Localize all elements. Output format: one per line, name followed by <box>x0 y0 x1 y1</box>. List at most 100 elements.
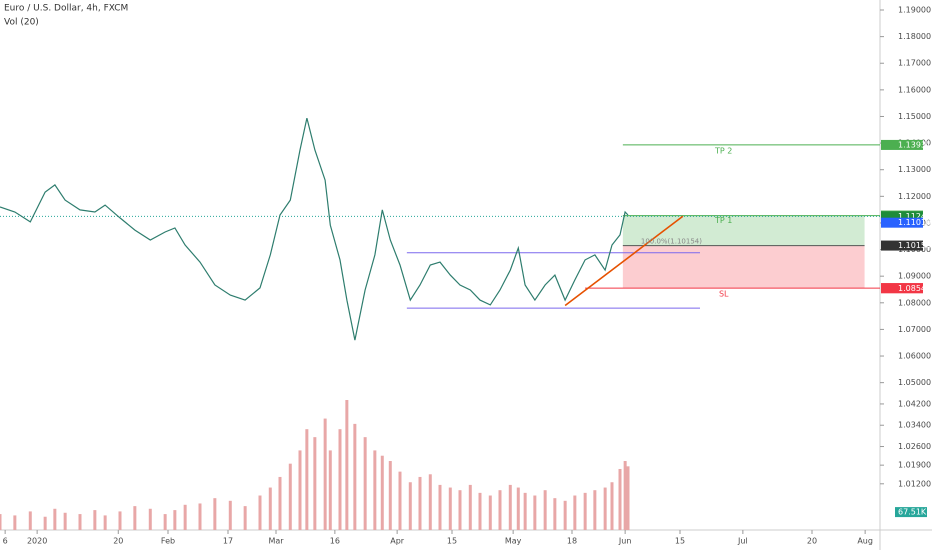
volume-bar <box>408 482 412 530</box>
volume-bar <box>583 492 587 530</box>
y-tick-label: 1.09000 <box>898 272 931 281</box>
volume-bar <box>53 508 57 530</box>
x-tick-label: Jul <box>737 537 748 546</box>
price-tag <box>881 211 923 222</box>
volume-bar <box>78 514 82 530</box>
volume-bar <box>468 484 472 530</box>
volume-bar <box>618 468 622 530</box>
volume-bar <box>258 495 262 530</box>
price-tag <box>881 217 923 228</box>
price-tag-label: 1.13931 <box>898 140 931 149</box>
y-tick-label: 1.03400 <box>898 421 931 430</box>
price-line <box>0 117 629 341</box>
volume-bar <box>305 429 309 530</box>
y-tick-label: 1.02600 <box>898 442 931 451</box>
x-tick-label: 20 <box>113 537 123 546</box>
volume-bar <box>543 490 547 530</box>
volume-title: Vol (20) <box>4 18 39 28</box>
volume-bar <box>603 487 607 530</box>
y-tick-label: 1.04200 <box>898 399 931 408</box>
y-tick-label: 1.18000 <box>898 32 931 41</box>
volume-bar <box>28 511 32 530</box>
volume-bar <box>63 512 67 530</box>
level-label: SL <box>719 290 729 299</box>
x-tick-label: 6 <box>3 537 8 546</box>
y-tick-label: 1.07000 <box>898 325 931 334</box>
volume-bar <box>0 514 2 530</box>
price-tag <box>881 240 923 251</box>
y-tick-label: 1.05000 <box>898 378 931 387</box>
volume-bar <box>438 484 442 530</box>
y-tick-label: 1.13000 <box>898 165 931 174</box>
volume-bar <box>313 437 317 530</box>
y-tick-label: 1.16000 <box>898 85 931 94</box>
price-tag-label: 1.08546 <box>898 284 931 293</box>
volume-bar <box>533 495 537 530</box>
volume-bar <box>345 400 349 530</box>
y-tick-label: 1.12000 <box>898 192 931 201</box>
volume-bar <box>148 508 152 530</box>
volume-bar <box>573 495 577 530</box>
price-tag-label: 1.11010 <box>898 218 931 227</box>
price-tag <box>881 139 923 150</box>
volume-bar <box>328 450 332 530</box>
volume-bar <box>363 437 367 530</box>
y-tick-label: 1.17000 <box>898 59 931 68</box>
volume-bar <box>388 461 392 530</box>
volume-bar <box>118 511 122 530</box>
volume-bar <box>353 423 357 530</box>
fib-label: 100.0%(1.10154) <box>641 238 702 246</box>
volume-bar <box>268 487 272 530</box>
x-tick-label: May <box>505 537 522 546</box>
y-tick-label: 1.15000 <box>898 112 931 121</box>
level-label: TP 1 <box>714 216 732 225</box>
volume-bar <box>43 516 47 530</box>
volume-bar <box>553 498 557 530</box>
volume-bar <box>173 510 177 530</box>
volume-bar <box>516 487 520 530</box>
volume-bar <box>288 463 292 530</box>
volume-bar <box>298 450 302 530</box>
volume-bar <box>448 487 452 530</box>
volume-bar <box>228 500 232 530</box>
volume-bar <box>428 474 432 530</box>
level-label: TP 2 <box>714 146 732 155</box>
volume-bar <box>163 514 167 530</box>
x-tick-label: 15 <box>447 537 457 546</box>
volume-bar <box>13 515 17 530</box>
volume-bar <box>478 492 482 530</box>
volume-tag <box>895 507 927 518</box>
volume-bar <box>243 506 247 530</box>
price-tag-label: 1.11248 <box>898 212 931 221</box>
x-tick-label: 20 <box>807 537 817 546</box>
volume-bar <box>418 476 422 530</box>
x-tick-label: 17 <box>223 537 233 546</box>
y-tick-label: 1.19000 <box>898 6 931 15</box>
volume-bar <box>623 461 627 530</box>
volume-tag-label: 67.51K <box>898 508 927 517</box>
volume-bar <box>373 450 377 530</box>
price-tag <box>881 283 923 294</box>
loss-zone <box>622 245 865 289</box>
volume-bar <box>626 466 630 530</box>
volume-bar <box>508 484 512 530</box>
x-tick-label: 2020 <box>27 537 47 546</box>
volume-bar <box>458 490 462 530</box>
y-tick-label: 1.01200 <box>898 479 931 488</box>
volume-bar <box>498 490 502 530</box>
volume-bar <box>183 504 187 530</box>
x-tick-label: Mar <box>268 537 284 546</box>
volume-bar <box>198 503 202 530</box>
volume-bar <box>133 506 137 530</box>
price-tag-label: 1.10150 <box>898 241 931 250</box>
volume-bar <box>593 490 597 530</box>
volume-bar <box>488 495 492 530</box>
volume-bar <box>278 476 282 530</box>
volume-bar <box>93 510 97 530</box>
volume-bar <box>610 482 614 530</box>
trendline <box>564 215 684 307</box>
chart-title: Euro / U.S. Dollar, 4h, FXCM <box>4 4 128 14</box>
volume-bar <box>380 455 384 530</box>
